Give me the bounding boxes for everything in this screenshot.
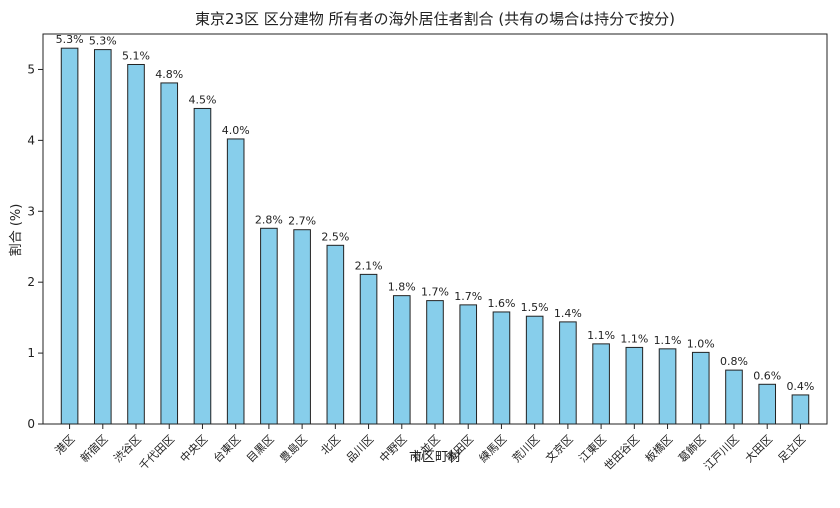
x-tick-label: 目黒区 (244, 433, 277, 466)
data-label: 1.8% (388, 281, 416, 294)
bar (691, 351, 710, 425)
data-label: 0.6% (753, 369, 781, 382)
y-tick-label: 4 (27, 133, 35, 147)
y-tick-label: 3 (27, 204, 35, 218)
data-label: 4.8% (155, 68, 183, 81)
x-tick-label: 品川区 (344, 433, 377, 466)
y-tick-label: 2 (27, 275, 35, 289)
data-label: 2.8% (255, 213, 283, 226)
bar (725, 369, 743, 425)
data-label: 4.0% (222, 124, 250, 137)
data-label: 1.1% (587, 329, 615, 342)
data-label: 1.0% (687, 337, 715, 350)
data-label: 1.4% (554, 307, 582, 320)
data-label: 1.1% (620, 332, 648, 345)
bar (791, 394, 810, 425)
bar (127, 63, 145, 425)
y-tick-label: 5 (27, 62, 35, 76)
x-tick-label: 中央区 (178, 433, 211, 466)
x-tick-label: 千代田区 (137, 433, 177, 473)
data-label: 1.1% (654, 334, 682, 347)
bar (326, 244, 345, 425)
data-label: 2.7% (288, 215, 316, 228)
data-label: 1.5% (521, 301, 549, 314)
bar (226, 138, 245, 425)
x-tick-label: 北区 (318, 433, 343, 458)
x-tick-label: 江戸川区 (701, 433, 741, 473)
data-label: 1.7% (421, 286, 449, 299)
x-tick-label: 新宿区 (77, 432, 110, 465)
x-tick-label: 板橋区 (642, 432, 675, 465)
x-tick-label: 豊島区 (277, 432, 310, 465)
bar (592, 343, 610, 425)
x-tick-label: 文京区 (542, 432, 575, 465)
bar (459, 304, 478, 425)
x-tick-label: 練馬区 (476, 432, 509, 465)
data-label: 1.7% (454, 290, 482, 303)
data-label: 5.1% (122, 49, 150, 62)
data-label: 2.5% (321, 230, 349, 243)
chart-title: 東京23区 区分建物 所有者の海外居住者割合 (共有の場合は持分で按分) (195, 10, 675, 28)
bar (658, 348, 677, 425)
data-label: 2.1% (355, 259, 383, 272)
data-label: 4.5% (188, 93, 216, 106)
data-label: 1.6% (487, 297, 515, 310)
x-tick-label: 中野区 (377, 433, 410, 466)
bar (492, 311, 511, 425)
bar (193, 107, 212, 425)
bar (392, 295, 411, 425)
bar (525, 315, 544, 425)
plot-area: 0123455.3%港区5.3%新宿区5.1%渋谷区4.8%千代田区4.5%中央… (27, 33, 814, 473)
x-tick-label: 足立区 (775, 432, 808, 465)
bar (359, 273, 378, 425)
x-tick-label: 台東区 (210, 432, 243, 465)
plot-frame (42, 33, 828, 425)
x-tick-label: 大田区 (742, 432, 775, 465)
bar (260, 227, 278, 425)
x-axis-label: 市区町村 (409, 449, 461, 465)
data-label: 5.3% (89, 35, 117, 48)
bar (559, 321, 577, 425)
bar (625, 346, 644, 425)
y-axis-label: 割合 (%) (8, 204, 24, 257)
bar (60, 47, 79, 425)
bar (160, 82, 179, 425)
x-tick-label: 荒川区 (510, 433, 543, 466)
y-tick-label: 0 (27, 417, 35, 431)
data-label: 5.3% (56, 33, 84, 46)
bar (758, 383, 777, 425)
bar (426, 300, 444, 425)
data-label: 0.4% (786, 380, 814, 393)
x-tick-label: 港区 (53, 433, 78, 458)
bar (293, 229, 311, 425)
y-tick-label: 1 (27, 346, 35, 360)
data-label: 0.8% (720, 355, 748, 368)
x-tick-label: 世田谷区 (602, 433, 642, 473)
bar (93, 49, 112, 425)
